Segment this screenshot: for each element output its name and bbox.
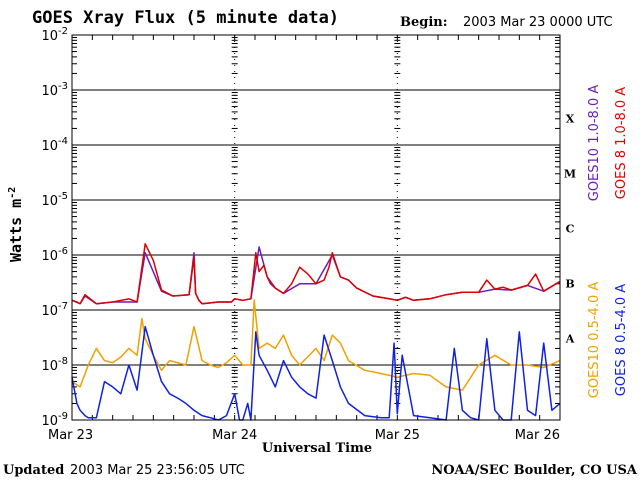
y-tick-exponent: -3 xyxy=(58,81,68,92)
y-tick-exponent: -9 xyxy=(58,411,68,422)
series-line xyxy=(71,299,561,391)
y-tick-base: 10 xyxy=(41,414,58,429)
flare-class-label: C xyxy=(566,223,575,236)
begin-label: Begin: xyxy=(400,15,448,30)
legend: GOES10 1.0-8.0 A GOES 8 1.0-8.0 A GOES10 0… xyxy=(587,85,629,399)
flare-class-labels: X M C B A xyxy=(564,113,576,346)
plot-grid xyxy=(72,89,560,366)
series-line xyxy=(71,246,561,305)
y-tick-base: 10 xyxy=(41,29,58,44)
plot-ticks xyxy=(71,35,561,420)
credit: NOAA/SEC Boulder, CO USA xyxy=(431,463,638,478)
x-tick-label: Mar 26 xyxy=(515,428,560,443)
y-axis-title: Watts m-2 xyxy=(7,187,25,262)
flare-class-label: B xyxy=(565,278,574,291)
legend-entry: GOES 8 1.0-8.0 A xyxy=(614,87,629,199)
x-tick-label: Mar 23 xyxy=(48,428,93,443)
y-tick-label: 10-3 xyxy=(41,81,68,99)
x-axis-title: Universal Time xyxy=(262,441,372,456)
series-line xyxy=(71,243,561,305)
flare-class-label: M xyxy=(564,168,576,181)
y-tick-label: 10-2 xyxy=(41,26,68,44)
legend-entry: GOES10 1.0-8.0 A xyxy=(587,85,602,202)
y-tick-label: 10-7 xyxy=(41,301,68,319)
y-tick-exponent: -5 xyxy=(58,191,68,202)
x-tick-label: Mar 24 xyxy=(212,428,257,443)
y-tick-exponent: -2 xyxy=(58,26,68,37)
flare-class-label: X xyxy=(566,113,575,126)
y-tick-label: 10-4 xyxy=(41,136,68,154)
y-tick-exponent: -6 xyxy=(58,246,68,257)
x-tick-label: Mar 25 xyxy=(375,428,420,443)
series-line xyxy=(71,325,561,421)
y-axis-title-text: Watts m xyxy=(7,199,25,262)
y-axis-labels: 10-210-310-410-510-610-710-810-9 xyxy=(41,26,68,429)
y-axis-title-exponent: -2 xyxy=(7,187,18,199)
begin-value: 2003 Mar 23 0000 UTC xyxy=(463,15,613,30)
updated-label: Updated xyxy=(3,463,64,478)
y-tick-exponent: -7 xyxy=(58,301,68,312)
y-tick-base: 10 xyxy=(41,249,58,264)
chart-title: GOES Xray Flux (5 minute data) xyxy=(32,8,339,28)
y-tick-label: 10-5 xyxy=(41,191,68,209)
plot-frame xyxy=(71,34,561,421)
y-tick-base: 10 xyxy=(41,84,58,99)
updated-value: 2003 Mar 25 23:56:05 UTC xyxy=(70,463,245,478)
legend-entry: GOES 8 0.5-4.0 A xyxy=(614,284,629,396)
y-tick-base: 10 xyxy=(41,194,58,209)
y-tick-exponent: -8 xyxy=(58,356,68,367)
flare-class-label: A xyxy=(565,333,575,346)
y-tick-base: 10 xyxy=(41,359,58,374)
y-tick-label: 10-8 xyxy=(41,356,68,374)
x-axis-labels: Mar 23 Mar 24 Mar 25 Mar 26 xyxy=(48,428,560,443)
legend-entry: GOES10 0.5-4.0 A xyxy=(587,282,602,399)
y-tick-label: 10-9 xyxy=(41,411,68,429)
y-tick-base: 10 xyxy=(41,139,58,154)
y-tick-label: 10-6 xyxy=(41,246,68,264)
series-layer xyxy=(71,243,561,421)
y-tick-exponent: -4 xyxy=(58,136,68,147)
y-tick-base: 10 xyxy=(41,304,58,319)
